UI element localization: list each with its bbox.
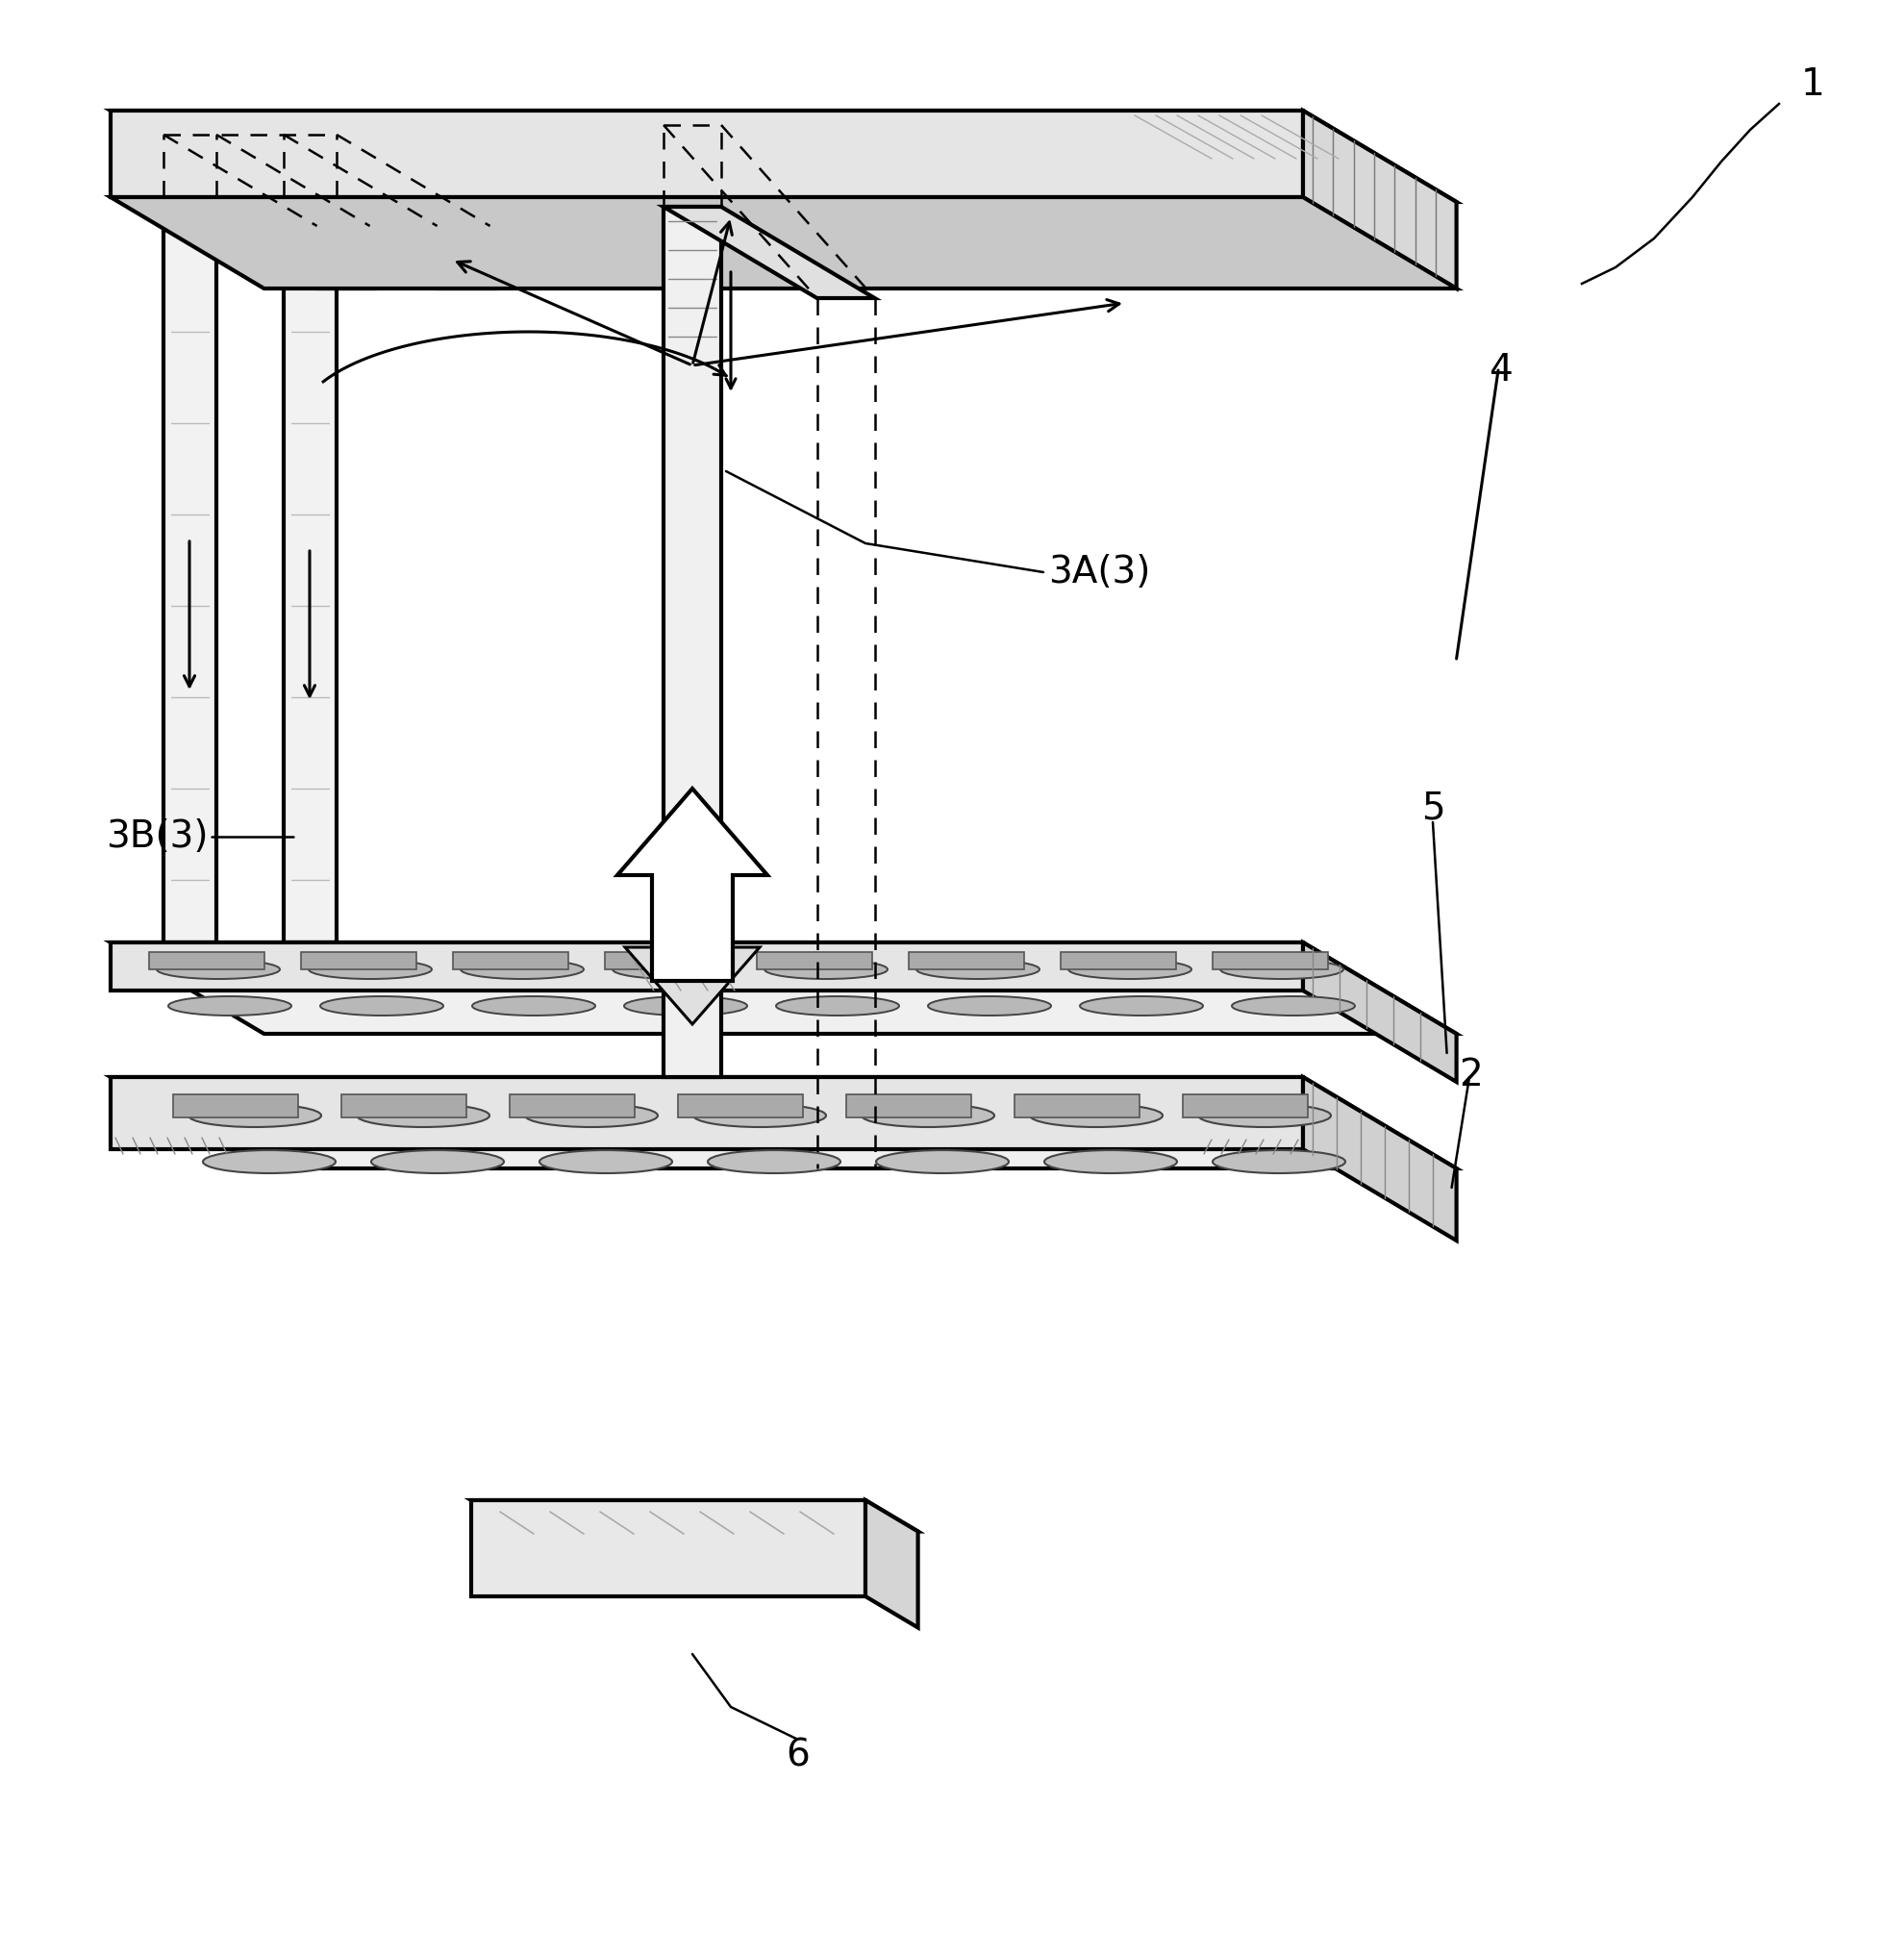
Polygon shape bbox=[149, 951, 265, 969]
Text: 4: 4 bbox=[1489, 352, 1512, 389]
Ellipse shape bbox=[371, 1151, 505, 1174]
Ellipse shape bbox=[472, 996, 596, 1016]
Ellipse shape bbox=[1220, 959, 1344, 978]
Ellipse shape bbox=[1198, 1104, 1331, 1127]
Ellipse shape bbox=[777, 996, 899, 1016]
Polygon shape bbox=[605, 951, 720, 969]
Ellipse shape bbox=[526, 1104, 657, 1127]
Ellipse shape bbox=[1232, 996, 1356, 1016]
Ellipse shape bbox=[765, 959, 887, 978]
Ellipse shape bbox=[927, 996, 1051, 1016]
Ellipse shape bbox=[1213, 1151, 1346, 1174]
Ellipse shape bbox=[1030, 1104, 1163, 1127]
Polygon shape bbox=[110, 1076, 1302, 1149]
Polygon shape bbox=[110, 1076, 1457, 1168]
Polygon shape bbox=[510, 1094, 634, 1117]
Ellipse shape bbox=[156, 959, 280, 978]
Polygon shape bbox=[110, 943, 1302, 990]
Polygon shape bbox=[908, 951, 1024, 969]
Text: 5: 5 bbox=[1420, 789, 1445, 826]
Polygon shape bbox=[663, 207, 874, 297]
Polygon shape bbox=[1015, 1094, 1139, 1117]
Ellipse shape bbox=[708, 1151, 840, 1174]
Polygon shape bbox=[110, 112, 1457, 202]
Polygon shape bbox=[301, 951, 417, 969]
Polygon shape bbox=[1302, 112, 1457, 288]
Ellipse shape bbox=[916, 959, 1040, 978]
Text: 6: 6 bbox=[786, 1736, 809, 1773]
Ellipse shape bbox=[1043, 1151, 1177, 1174]
Polygon shape bbox=[284, 198, 489, 288]
Polygon shape bbox=[164, 198, 369, 288]
Polygon shape bbox=[1213, 951, 1327, 969]
Polygon shape bbox=[470, 1501, 866, 1597]
Ellipse shape bbox=[204, 1151, 335, 1174]
Polygon shape bbox=[110, 198, 1457, 288]
Polygon shape bbox=[470, 1501, 918, 1532]
Text: 3A(3): 3A(3) bbox=[1049, 554, 1150, 591]
Polygon shape bbox=[678, 1094, 803, 1117]
Ellipse shape bbox=[320, 996, 444, 1016]
Ellipse shape bbox=[356, 1104, 489, 1127]
Text: 3B(3): 3B(3) bbox=[107, 818, 208, 855]
Ellipse shape bbox=[168, 996, 291, 1016]
Text: 1: 1 bbox=[1801, 67, 1824, 104]
Polygon shape bbox=[845, 1094, 971, 1117]
Ellipse shape bbox=[1080, 996, 1203, 1016]
Ellipse shape bbox=[863, 1104, 994, 1127]
Polygon shape bbox=[663, 207, 722, 1076]
Ellipse shape bbox=[539, 1151, 672, 1174]
Polygon shape bbox=[1182, 1094, 1308, 1117]
Polygon shape bbox=[164, 198, 217, 943]
Text: 2: 2 bbox=[1458, 1057, 1483, 1094]
Ellipse shape bbox=[308, 959, 432, 978]
Polygon shape bbox=[756, 951, 872, 969]
Ellipse shape bbox=[625, 996, 746, 1016]
Polygon shape bbox=[1302, 1076, 1457, 1241]
Polygon shape bbox=[1061, 951, 1177, 969]
Polygon shape bbox=[173, 1094, 299, 1117]
Polygon shape bbox=[625, 947, 760, 1024]
Polygon shape bbox=[1302, 943, 1457, 1082]
Polygon shape bbox=[284, 198, 337, 943]
Ellipse shape bbox=[461, 959, 585, 978]
Ellipse shape bbox=[1068, 959, 1192, 978]
Polygon shape bbox=[866, 1501, 918, 1628]
Polygon shape bbox=[110, 112, 1302, 198]
Ellipse shape bbox=[613, 959, 735, 978]
Ellipse shape bbox=[188, 1104, 322, 1127]
Polygon shape bbox=[453, 951, 567, 969]
Ellipse shape bbox=[693, 1104, 826, 1127]
Polygon shape bbox=[341, 1094, 466, 1117]
Polygon shape bbox=[110, 943, 1457, 1033]
Polygon shape bbox=[617, 789, 767, 980]
Ellipse shape bbox=[876, 1151, 1009, 1174]
